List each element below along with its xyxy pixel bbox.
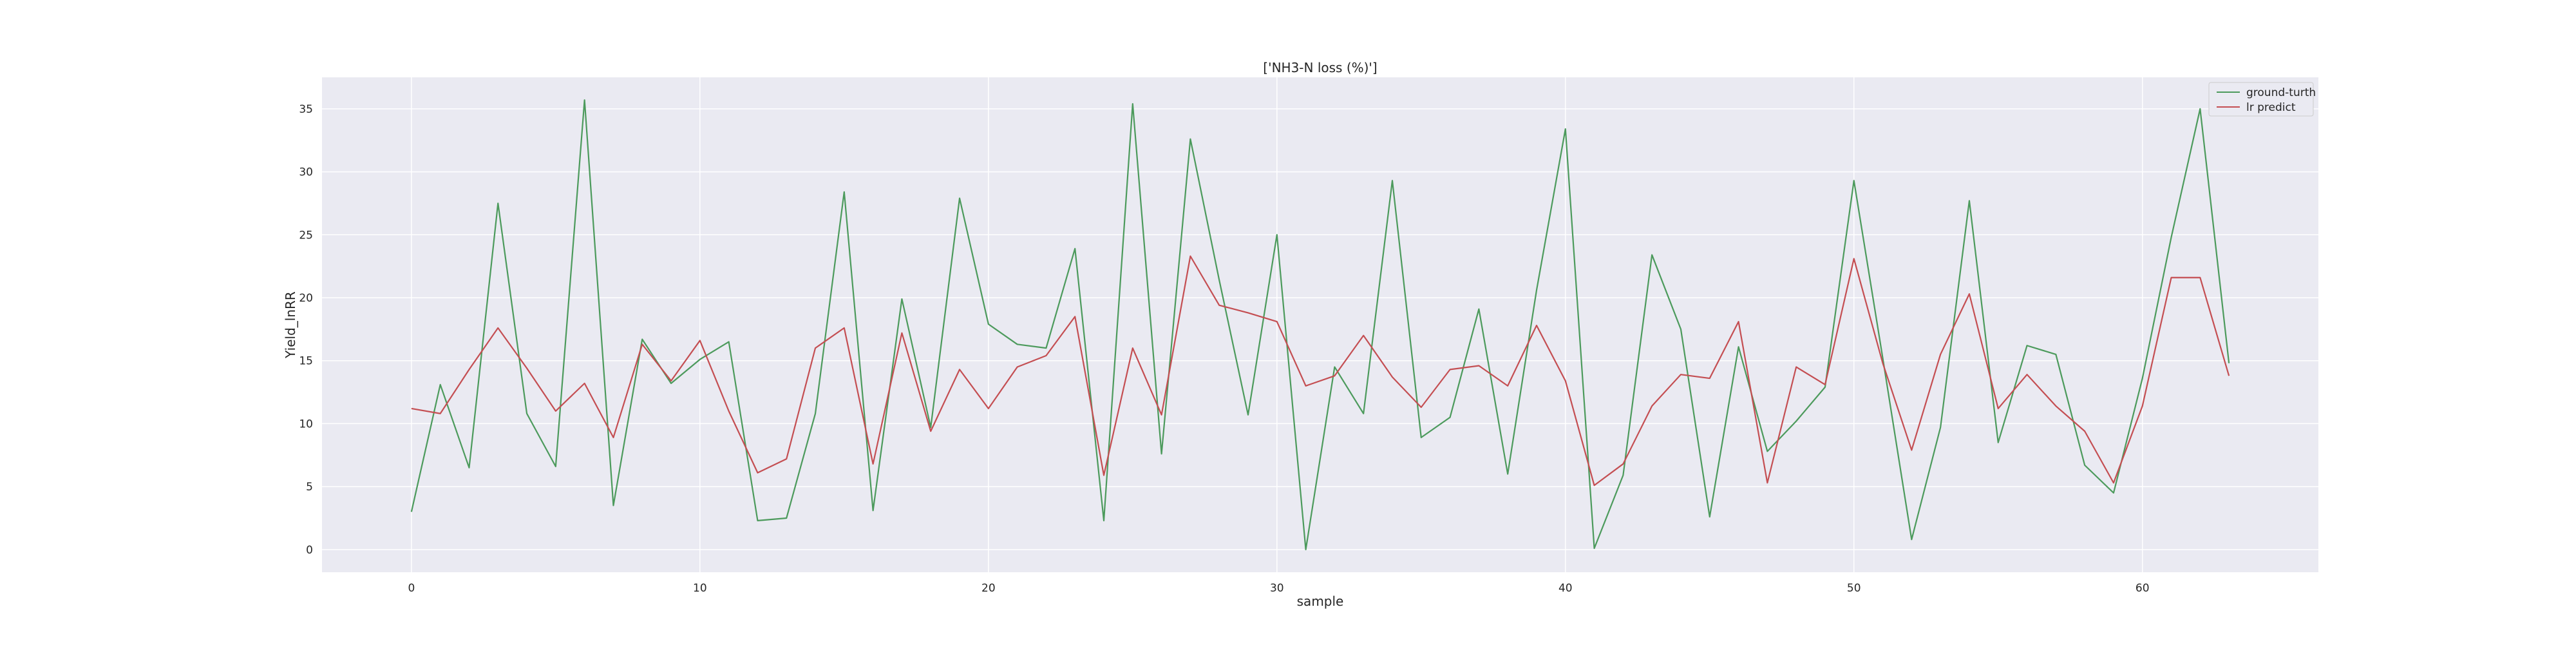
series-line-lr-predict	[411, 255, 2230, 487]
tick-labels: 0 10 20 30 40 50 60 0 5 10 15 20 25 30 35	[299, 103, 2149, 595]
series-lines	[410, 99, 2230, 550]
x-tick-label: 0	[408, 582, 415, 595]
x-tick-label: 30	[1270, 582, 1284, 595]
x-tick-label: 10	[693, 582, 707, 595]
x-tick-label: 40	[1558, 582, 1573, 595]
x-tick-label: 20	[981, 582, 996, 595]
y-tick-label: 15	[299, 355, 313, 368]
legend: ground-turth lr predict	[2208, 82, 2316, 117]
plot-area-background	[322, 77, 2318, 572]
legend-label-lr-predict: lr predict	[2246, 101, 2296, 114]
x-axis-label: sample	[1297, 594, 1344, 609]
x-tick-label: 60	[2136, 582, 2150, 595]
y-tick-label: 5	[306, 481, 313, 494]
x-tick-label: 50	[1847, 582, 1861, 595]
y-tick-label: 35	[299, 103, 313, 116]
y-tick-label: 10	[299, 418, 313, 430]
y-tick-label: 20	[299, 292, 313, 305]
y-axis-label: Yield_lnRR	[283, 291, 298, 359]
series-line-ground-turth	[410, 99, 2230, 550]
legend-label-ground-turth: ground-turth	[2246, 86, 2316, 99]
chart-title: ['NH3-N loss (%)']	[1263, 60, 1377, 75]
y-tick-label: 30	[299, 166, 313, 179]
y-tick-label: 0	[306, 544, 313, 557]
y-tick-label: 25	[299, 229, 313, 242]
